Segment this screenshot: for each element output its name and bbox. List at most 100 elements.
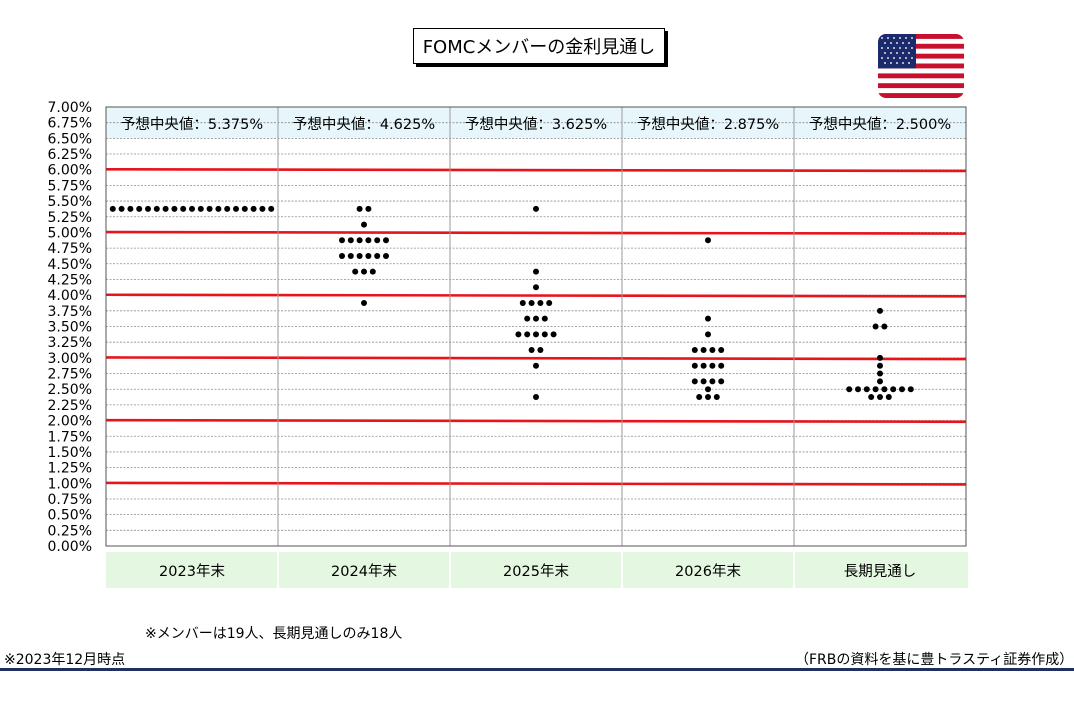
median-label: 予想中央値：2.875% xyxy=(637,116,779,133)
dot-point xyxy=(361,221,367,228)
y-tick-label: 0.50% xyxy=(48,508,92,524)
dot-point xyxy=(541,331,548,338)
dot-point xyxy=(519,299,526,306)
reference-line xyxy=(105,356,967,361)
dot-point xyxy=(877,394,883,401)
median-label: 予想中央値：4.625% xyxy=(293,116,435,133)
dot-point xyxy=(700,378,707,385)
y-tick-label: 0.75% xyxy=(48,492,92,508)
category-label: 2025年末 xyxy=(503,563,569,580)
dot-point xyxy=(356,237,363,244)
y-tick-label: 4.00% xyxy=(48,288,92,304)
y-tick-label: 4.25% xyxy=(48,272,92,288)
dot-point xyxy=(855,386,861,393)
dot-point xyxy=(153,205,160,212)
dot-point xyxy=(533,315,539,322)
dot-point xyxy=(109,205,116,212)
median-label: 予想中央値：5.375% xyxy=(121,116,263,133)
dot-point xyxy=(127,205,134,212)
dot-point xyxy=(365,205,372,212)
y-tick-label: 5.00% xyxy=(48,225,92,241)
y-tick-label: 4.75% xyxy=(48,241,92,257)
dot-point xyxy=(171,205,178,212)
reference-line xyxy=(105,230,967,235)
y-tick-label: 3.25% xyxy=(48,335,92,351)
dot-point xyxy=(180,205,187,212)
dot-point xyxy=(713,394,720,401)
dot-point xyxy=(709,347,716,354)
dot-point xyxy=(877,362,883,369)
dot-point xyxy=(709,378,716,385)
dot-point xyxy=(705,331,711,338)
y-tick-label: 2.00% xyxy=(48,414,92,430)
dot-point xyxy=(890,386,897,393)
dot-point xyxy=(705,315,711,322)
dot-point xyxy=(863,386,870,393)
dot-point xyxy=(541,315,548,322)
y-tick-label: 2.50% xyxy=(48,382,92,398)
dot-point xyxy=(533,205,539,212)
median-label: 予想中央値：2.500% xyxy=(809,116,951,133)
chart-title: FOMCメンバーの金利見通し xyxy=(413,28,665,64)
category-label: 2024年末 xyxy=(331,563,397,580)
dot-point xyxy=(365,237,372,244)
dot-point xyxy=(352,268,359,275)
dot-point xyxy=(268,205,275,212)
dot-point xyxy=(533,284,539,291)
dot-point xyxy=(136,205,143,212)
y-tick-label: 5.75% xyxy=(48,178,92,194)
dot-point xyxy=(700,347,707,354)
y-tick-label: 3.75% xyxy=(48,304,92,320)
dot-plot-chart: 0.00%0.25%0.50%0.75%1.00%1.25%1.50%1.75%… xyxy=(48,100,968,588)
dot-point xyxy=(215,205,222,212)
dot-point xyxy=(197,205,204,212)
y-tick-label: 5.50% xyxy=(48,194,92,210)
y-tick-label: 6.75% xyxy=(48,116,92,132)
dot-point xyxy=(899,386,905,393)
dot-point xyxy=(537,347,544,354)
plot-frame xyxy=(105,106,967,547)
dot-point xyxy=(533,268,539,275)
dot-point xyxy=(533,394,539,401)
dot-point xyxy=(718,362,725,369)
dot-point xyxy=(145,205,151,212)
y-tick-label: 7.00% xyxy=(48,100,92,116)
dot-point xyxy=(365,252,372,259)
dot-point xyxy=(907,386,914,393)
y-tick-label: 1.50% xyxy=(48,445,92,461)
dot-point xyxy=(877,378,883,385)
dot-point xyxy=(872,323,879,330)
dot-point xyxy=(118,205,125,212)
dot-point xyxy=(877,354,883,361)
y-tick-label: 5.25% xyxy=(48,210,92,226)
reference-line xyxy=(105,168,967,173)
median-label: 予想中央値：3.625% xyxy=(465,116,607,133)
as-of-date-note: ※2023年12月時点 xyxy=(4,652,126,668)
category-label: 2026年末 xyxy=(675,563,741,580)
y-tick-label: 6.25% xyxy=(48,147,92,163)
dot-point xyxy=(696,394,703,401)
y-tick-label: 1.75% xyxy=(48,429,92,445)
dot-point xyxy=(885,394,892,401)
member-count-note: ※メンバーは19人、長期見通しのみ18人 xyxy=(145,626,403,642)
dot-point xyxy=(881,323,888,330)
dot-point xyxy=(162,205,169,212)
dot-point xyxy=(691,347,698,354)
dot-point xyxy=(206,205,213,212)
dot-point xyxy=(705,394,711,401)
source-note: （FRBの資料を基に豊トラスティ証券作成） xyxy=(795,652,1074,668)
category-label: 長期見通し xyxy=(844,563,917,580)
dot-point xyxy=(691,378,698,385)
dot-point xyxy=(709,362,716,369)
dot-point xyxy=(356,252,363,259)
dot-point xyxy=(383,252,389,259)
reference-line xyxy=(105,293,967,298)
dot-point xyxy=(524,331,531,338)
reference-line xyxy=(105,418,967,424)
dot-point xyxy=(374,252,381,259)
dot-point xyxy=(356,205,363,212)
category-band xyxy=(106,552,968,588)
dot-point xyxy=(250,205,257,212)
dot-point xyxy=(700,362,707,369)
y-tick-label: 3.50% xyxy=(48,320,92,336)
